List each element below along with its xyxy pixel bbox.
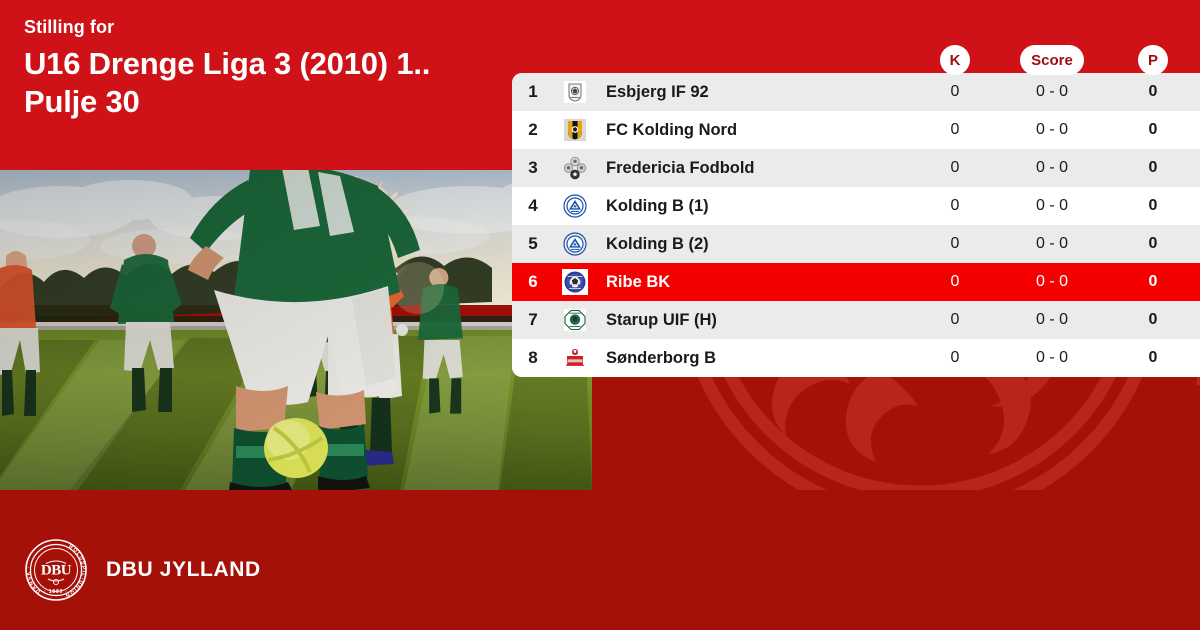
starup-uif-logo: [554, 308, 596, 332]
row-points: 0: [1148, 311, 1158, 328]
footer-brand-bar: BOLDSPIL-UNION DANSK · DBU · 1889 · DBU …: [24, 538, 261, 602]
row-team-name: Ribe BK: [606, 272, 671, 291]
row-matches-played: 0: [950, 349, 960, 366]
kolding-b-logo: [554, 194, 596, 218]
esbjerg-if-92-logo: [554, 80, 596, 104]
row-position: 5: [528, 234, 538, 253]
table-row[interactable]: 2 FC Kolding Nord 0 0 - 0 0: [512, 111, 1200, 149]
column-header-k-badge: K: [940, 45, 970, 75]
page-title-line-1: U16 Drenge Liga 3 (2010) 1..: [24, 45, 431, 81]
row-score: 0 - 0: [1035, 197, 1068, 214]
row-matches-played: 0: [950, 235, 960, 252]
row-score: 0 - 0: [1035, 349, 1068, 366]
row-team-name: Esbjerg IF 92: [606, 82, 709, 101]
hero-photo: [0, 170, 592, 490]
column-header-score-badge: Score: [1020, 45, 1084, 75]
fredericia-fodbold-logo: [554, 156, 596, 180]
column-header-k: K: [912, 45, 998, 75]
row-points: 0: [1148, 235, 1158, 252]
row-points: 0: [1148, 197, 1158, 214]
row-matches-played: 0: [950, 121, 960, 138]
row-score: 0 - 0: [1035, 121, 1068, 138]
row-position: 6: [528, 272, 538, 291]
dbu-crest-logo: BOLDSPIL-UNION DANSK · DBU · 1889 ·: [24, 538, 88, 602]
column-header-score: Score: [998, 45, 1106, 75]
row-score: 0 - 0: [1035, 83, 1068, 100]
row-team-name: Starup UIF (H): [606, 310, 717, 329]
svg-text:· 1889 ·: · 1889 ·: [44, 589, 68, 595]
standings-table: 1 Esbjerg IF 92 0 0 - 0 0 2: [512, 73, 1200, 377]
sonderborg-b-logo: [554, 346, 596, 370]
footer-brand-label: DBU JYLLAND: [106, 558, 261, 581]
row-score: 0 - 0: [1035, 159, 1068, 176]
ribe-bk-logo: [554, 269, 596, 295]
page-title-line-2: Pulje 30: [24, 83, 140, 119]
row-matches-played: 0: [950, 311, 960, 328]
row-points: 0: [1148, 159, 1158, 176]
row-position: 3: [528, 158, 538, 177]
svg-text:DBU: DBU: [41, 563, 72, 579]
table-row[interactable]: 3 Fredericia Fodbold 0 0 - 0 0: [512, 149, 1200, 187]
kicker-label: Stilling for: [24, 17, 115, 37]
row-matches-played: 0: [950, 197, 960, 214]
column-header-p: P: [1106, 45, 1200, 75]
row-position: 7: [528, 310, 538, 329]
row-score: 0 - 0: [1035, 273, 1068, 290]
row-score: 0 - 0: [1035, 235, 1068, 252]
row-position: 8: [528, 348, 538, 367]
table-row[interactable]: 8 Sønderborg B 0 0 - 0 0: [512, 339, 1200, 377]
row-points: 0: [1148, 121, 1158, 138]
table-row[interactable]: 7 Starup UIF (H) 0 0 - 0 0: [512, 301, 1200, 339]
kolding-b-logo: [554, 232, 596, 256]
row-position: 1: [528, 82, 538, 101]
table-row-highlighted[interactable]: 6 Ribe BK 0 0 - 0 0: [512, 263, 1200, 301]
row-points: 0: [1148, 349, 1158, 366]
row-position: 4: [528, 196, 538, 215]
headline-block: Stilling for U16 Drenge Liga 3 (2010) 1.…: [24, 17, 494, 121]
svg-text:DANSK ·: DANSK ·: [26, 565, 42, 595]
page-title: U16 Drenge Liga 3 (2010) 1.. Pulje 30: [24, 45, 494, 121]
row-points: 0: [1148, 83, 1158, 100]
row-matches-played: 0: [950, 159, 960, 176]
table-column-badges: K Score P: [512, 40, 1200, 80]
table-row[interactable]: 1 Esbjerg IF 92 0 0 - 0 0: [512, 73, 1200, 111]
row-position: 2: [528, 120, 538, 139]
row-matches-played: 0: [950, 83, 960, 100]
row-matches-played: 0: [950, 273, 960, 290]
row-team-name: Sønderborg B: [606, 348, 716, 367]
table-row[interactable]: 4 Kolding B (1) 0 0 - 0 0: [512, 187, 1200, 225]
column-header-p-badge: P: [1138, 45, 1168, 75]
row-team-name: Kolding B (1): [606, 196, 709, 215]
row-team-name: FC Kolding Nord: [606, 120, 738, 139]
row-team-name: Fredericia Fodbold: [606, 158, 755, 177]
row-team-name: Kolding B (2): [606, 234, 709, 253]
row-score: 0 - 0: [1035, 311, 1068, 328]
row-points: 0: [1148, 273, 1158, 290]
fc-kolding-nord-logo: [554, 118, 596, 142]
table-row[interactable]: 5 Kolding B (2) 0 0 - 0 0: [512, 225, 1200, 263]
